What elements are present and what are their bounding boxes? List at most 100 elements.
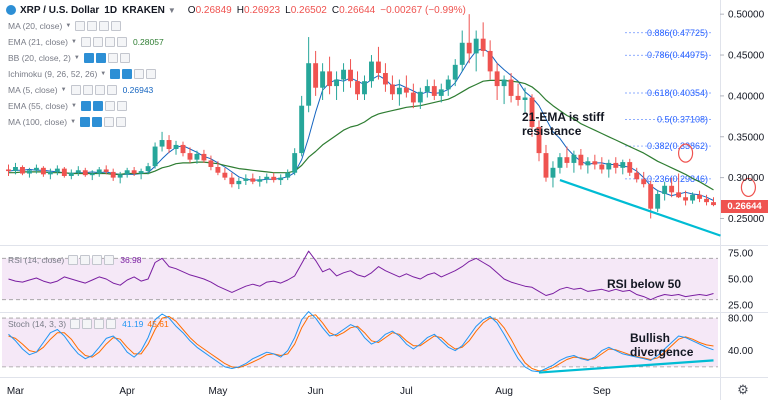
indicator-legend-row[interactable]: BB (20, close, 2) ▼: [8, 52, 132, 64]
candle-body[interactable]: [410, 92, 416, 103]
candle-body[interactable]: [445, 79, 451, 90]
candle-body[interactable]: [257, 179, 263, 182]
eye-icon[interactable]: [83, 53, 94, 63]
eye-icon[interactable]: [75, 21, 86, 31]
candle-body[interactable]: [704, 198, 709, 203]
more-icon[interactable]: [106, 319, 117, 329]
indicator-legend-row[interactable]: MA (100, close) ▼: [8, 116, 128, 128]
candle-body[interactable]: [355, 81, 360, 95]
indicator-legend-row[interactable]: Ichimoku (9, 26, 52, 26) ▼: [8, 68, 158, 80]
candle-body[interactable]: [424, 86, 430, 92]
candle-body[interactable]: [466, 42, 472, 54]
close-icon[interactable]: [94, 319, 105, 329]
more-icon[interactable]: [116, 101, 127, 111]
candle-body[interactable]: [655, 193, 661, 209]
candle-body[interactable]: [110, 171, 116, 178]
candle-body[interactable]: [271, 176, 277, 181]
indicator-buttons[interactable]: [80, 101, 129, 111]
eye-icon[interactable]: [80, 117, 91, 127]
candle-body[interactable]: [152, 146, 158, 167]
candle-body[interactable]: [208, 160, 214, 167]
candle-body[interactable]: [585, 161, 591, 166]
candle-body[interactable]: [536, 126, 542, 154]
chevron-down-icon[interactable]: ▼: [70, 119, 77, 125]
chevron-down-icon[interactable]: ▼: [100, 71, 107, 77]
indicator-legend-row[interactable]: EMA (21, close) ▼ 0.28057: [8, 36, 164, 48]
candle-body[interactable]: [641, 179, 647, 185]
candle-body[interactable]: [711, 202, 716, 206]
close-icon[interactable]: [104, 101, 115, 111]
candle-body[interactable]: [438, 89, 444, 96]
candle-body[interactable]: [452, 64, 458, 80]
indicator-buttons[interactable]: [80, 37, 129, 47]
candle-body[interactable]: [473, 38, 479, 54]
candle-body[interactable]: [138, 171, 144, 174]
settings-icon[interactable]: [92, 101, 103, 111]
candle-body[interactable]: [620, 162, 626, 168]
chevron-down-icon[interactable]: ▼: [73, 55, 80, 61]
candle-body[interactable]: [320, 71, 326, 88]
close-icon[interactable]: [104, 37, 115, 47]
candle-body[interactable]: [431, 86, 437, 96]
candle-body[interactable]: [683, 197, 689, 201]
candle-body[interactable]: [145, 166, 151, 172]
symbol-name[interactable]: XRP / U.S. Dollar: [20, 4, 100, 16]
chevron-down-icon[interactable]: ▼: [60, 87, 67, 93]
settings-icon[interactable]: [80, 255, 91, 265]
candle-body[interactable]: [187, 153, 193, 160]
chevron-down-icon[interactable]: ▼: [167, 5, 176, 15]
more-icon[interactable]: [146, 69, 157, 79]
candle-body[interactable]: [299, 105, 305, 154]
settings-icon[interactable]: [82, 85, 93, 95]
candle-body[interactable]: [40, 167, 46, 175]
candle-body[interactable]: [557, 157, 563, 168]
candle-body[interactable]: [382, 73, 388, 85]
candle-body[interactable]: [285, 172, 291, 178]
eye-icon[interactable]: [80, 37, 91, 47]
candle-body[interactable]: [264, 176, 270, 180]
candle-body[interactable]: [166, 140, 172, 150]
candle-body[interactable]: [194, 153, 200, 160]
more-icon[interactable]: [111, 21, 122, 31]
more-icon[interactable]: [104, 255, 115, 265]
candle-body[interactable]: [376, 61, 381, 74]
candle-body[interactable]: [117, 174, 123, 178]
candle-body[interactable]: [89, 173, 95, 176]
close-icon[interactable]: [134, 69, 145, 79]
stoch-legend-buttons[interactable]: [70, 319, 118, 329]
stoch-legend[interactable]: Stoch (14, 3, 3) 41.19 45.61: [8, 318, 169, 330]
candle-body[interactable]: [634, 172, 640, 180]
settings-icon[interactable]: [82, 319, 93, 329]
more-icon[interactable]: [116, 37, 127, 47]
candle-body[interactable]: [648, 184, 654, 209]
candle-body[interactable]: [159, 140, 165, 147]
indicator-buttons[interactable]: [75, 21, 123, 31]
close-icon[interactable]: [94, 85, 105, 95]
eye-icon[interactable]: [70, 319, 81, 329]
candle-body[interactable]: [201, 153, 207, 161]
candle-body[interactable]: [606, 162, 612, 170]
eye-icon[interactable]: [68, 255, 79, 265]
indicator-buttons[interactable]: [110, 69, 158, 79]
candle-body[interactable]: [578, 154, 584, 166]
eye-icon[interactable]: [110, 69, 121, 79]
close-icon[interactable]: [107, 53, 118, 63]
candles-layer[interactable]: [6, 14, 716, 219]
more-icon[interactable]: [106, 85, 117, 95]
candle-body[interactable]: [236, 180, 242, 185]
rsi-legend-buttons[interactable]: [68, 255, 116, 265]
candle-body[interactable]: [508, 79, 514, 96]
candle-body[interactable]: [599, 164, 605, 170]
candle-body[interactable]: [592, 161, 598, 165]
candle-body[interactable]: [627, 162, 633, 173]
candle-body[interactable]: [334, 79, 340, 87]
candle-body[interactable]: [20, 166, 25, 174]
candle-body[interactable]: [459, 42, 465, 65]
indicator-legend-row[interactable]: MA (5, close) ▼ 0.26943: [8, 84, 153, 96]
candle-body[interactable]: [529, 97, 535, 127]
candle-body[interactable]: [33, 167, 39, 171]
candle-body[interactable]: [690, 194, 696, 201]
candle-body[interactable]: [54, 168, 60, 172]
candle-body[interactable]: [613, 162, 619, 168]
candle-body[interactable]: [571, 154, 577, 163]
